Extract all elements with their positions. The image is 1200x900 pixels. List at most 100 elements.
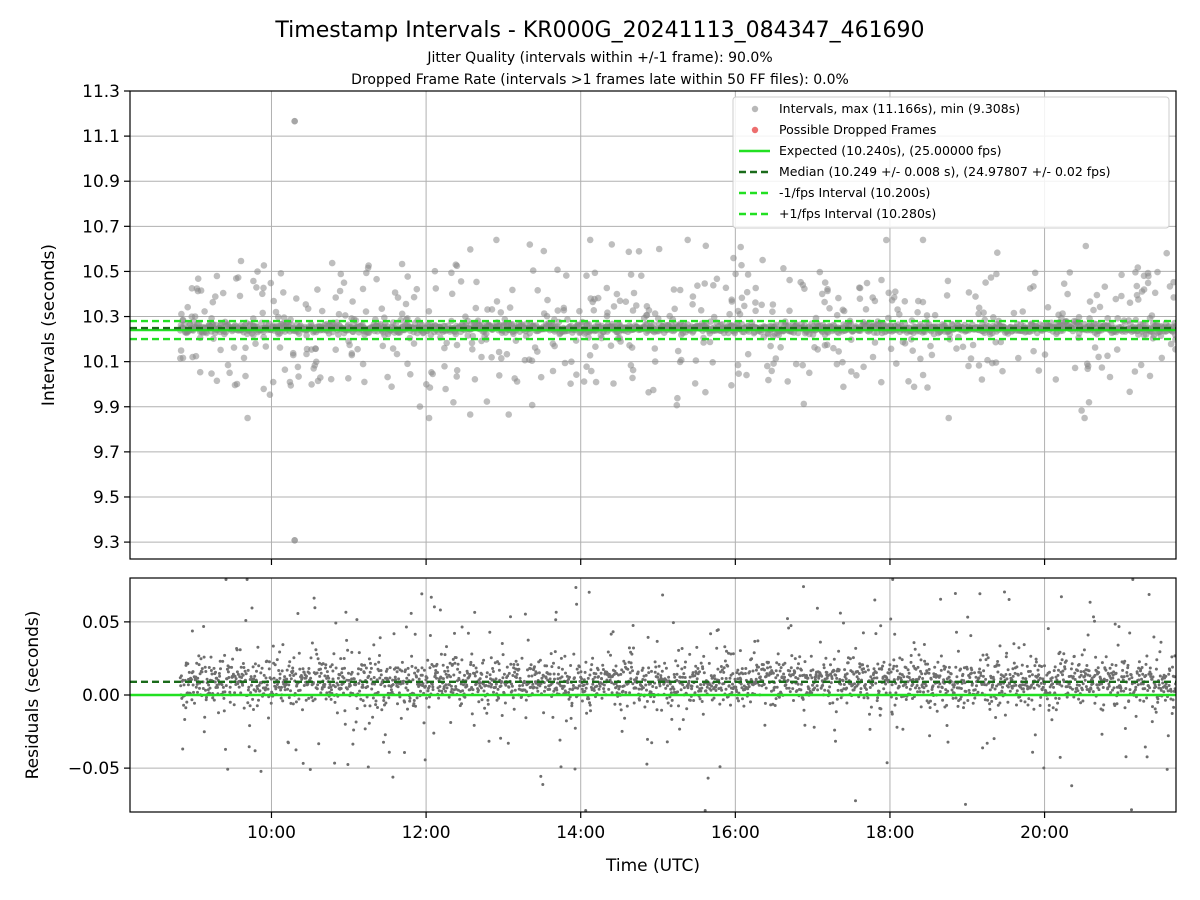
residual-point	[640, 668, 644, 672]
residual-point	[842, 683, 846, 686]
residual-point	[665, 740, 669, 744]
residual-point	[329, 697, 333, 701]
residual-point	[614, 664, 618, 668]
interval-point	[364, 264, 372, 272]
residual-point	[448, 661, 452, 665]
residual-point	[1002, 675, 1006, 679]
interval-point	[702, 388, 709, 396]
residual-point	[330, 663, 334, 667]
interval-point	[1086, 298, 1094, 305]
intervals-y-tick-label: 10.1	[82, 353, 120, 373]
residual-point	[1041, 685, 1045, 689]
residual-point	[818, 640, 822, 644]
residual-point	[970, 668, 974, 672]
residual-point	[518, 676, 522, 680]
residual-point	[602, 687, 606, 691]
residual-point	[511, 696, 515, 700]
residual-point	[738, 649, 742, 653]
residual-point	[244, 619, 248, 622]
interval-point	[967, 355, 975, 362]
residual-point	[1028, 669, 1032, 673]
residual-point	[202, 730, 206, 734]
residual-point	[793, 670, 797, 674]
residual-point	[237, 685, 241, 689]
interval-point	[1091, 344, 1099, 351]
residual-point	[352, 728, 356, 732]
residual-point	[497, 696, 501, 700]
residual-point	[478, 677, 482, 681]
residual-point	[918, 675, 922, 679]
residual-point	[325, 691, 329, 695]
residual-point	[749, 700, 752, 704]
residual-point	[659, 674, 663, 678]
residual-point	[367, 674, 371, 678]
interval-point	[953, 345, 960, 352]
residual-point	[746, 687, 750, 691]
interval-point	[260, 284, 267, 292]
residual-point	[336, 676, 340, 680]
residual-point	[978, 592, 982, 596]
residual-point	[319, 671, 323, 675]
residual-point	[962, 701, 966, 705]
residual-point	[416, 668, 420, 672]
residual-point	[403, 700, 407, 704]
residual-point	[393, 675, 397, 679]
interval-point	[250, 331, 257, 339]
intervals-reference-lines	[130, 319, 1176, 341]
residual-point	[947, 665, 951, 669]
residual-point	[585, 711, 589, 715]
residual-point	[980, 683, 984, 686]
interval-point	[453, 341, 461, 349]
interval-point	[453, 262, 461, 270]
residual-point	[209, 655, 213, 659]
interval-point	[856, 284, 863, 292]
interval-point	[1118, 271, 1125, 279]
residual-point	[333, 700, 337, 704]
residual-point	[1123, 659, 1127, 663]
residual-point	[776, 673, 780, 677]
residual-point	[425, 696, 428, 700]
residual-point	[315, 652, 319, 656]
residual-point	[1087, 669, 1091, 673]
residual-point	[783, 661, 787, 665]
residual-point	[624, 691, 628, 694]
interval-point	[824, 285, 831, 293]
residual-point	[512, 663, 516, 666]
residual-point	[763, 701, 767, 705]
residual-point	[1077, 663, 1081, 666]
residual-point	[1057, 697, 1061, 700]
residual-point	[451, 657, 455, 661]
interval-point	[863, 279, 871, 287]
residual-point	[494, 685, 497, 689]
interval-point	[728, 382, 735, 389]
residual-point	[727, 684, 731, 688]
residual-point	[1057, 668, 1060, 672]
residual-point	[778, 669, 782, 673]
residual-point	[623, 662, 627, 666]
residual-point	[309, 656, 313, 660]
interval-point	[975, 304, 983, 312]
interval-point	[563, 272, 570, 279]
residual-point	[869, 705, 873, 709]
residual-point	[538, 658, 542, 662]
interval-point	[603, 284, 611, 292]
residual-point	[677, 648, 681, 652]
interval-point	[972, 293, 979, 300]
residual-point	[592, 689, 596, 692]
residual-point	[862, 667, 866, 671]
residual-point	[900, 673, 904, 677]
interval-point	[469, 346, 476, 353]
residual-point	[856, 670, 860, 673]
residual-point	[486, 698, 490, 702]
residual-point	[808, 673, 812, 677]
residual-point	[289, 689, 292, 693]
interval-point	[765, 376, 772, 384]
residual-point	[994, 716, 998, 719]
residual-point	[282, 682, 286, 686]
residual-point	[1143, 745, 1147, 749]
residual-point	[460, 702, 463, 706]
residual-point	[435, 662, 439, 666]
residual-point	[716, 667, 720, 671]
residual-point	[1131, 578, 1135, 581]
residual-point	[216, 685, 219, 689]
